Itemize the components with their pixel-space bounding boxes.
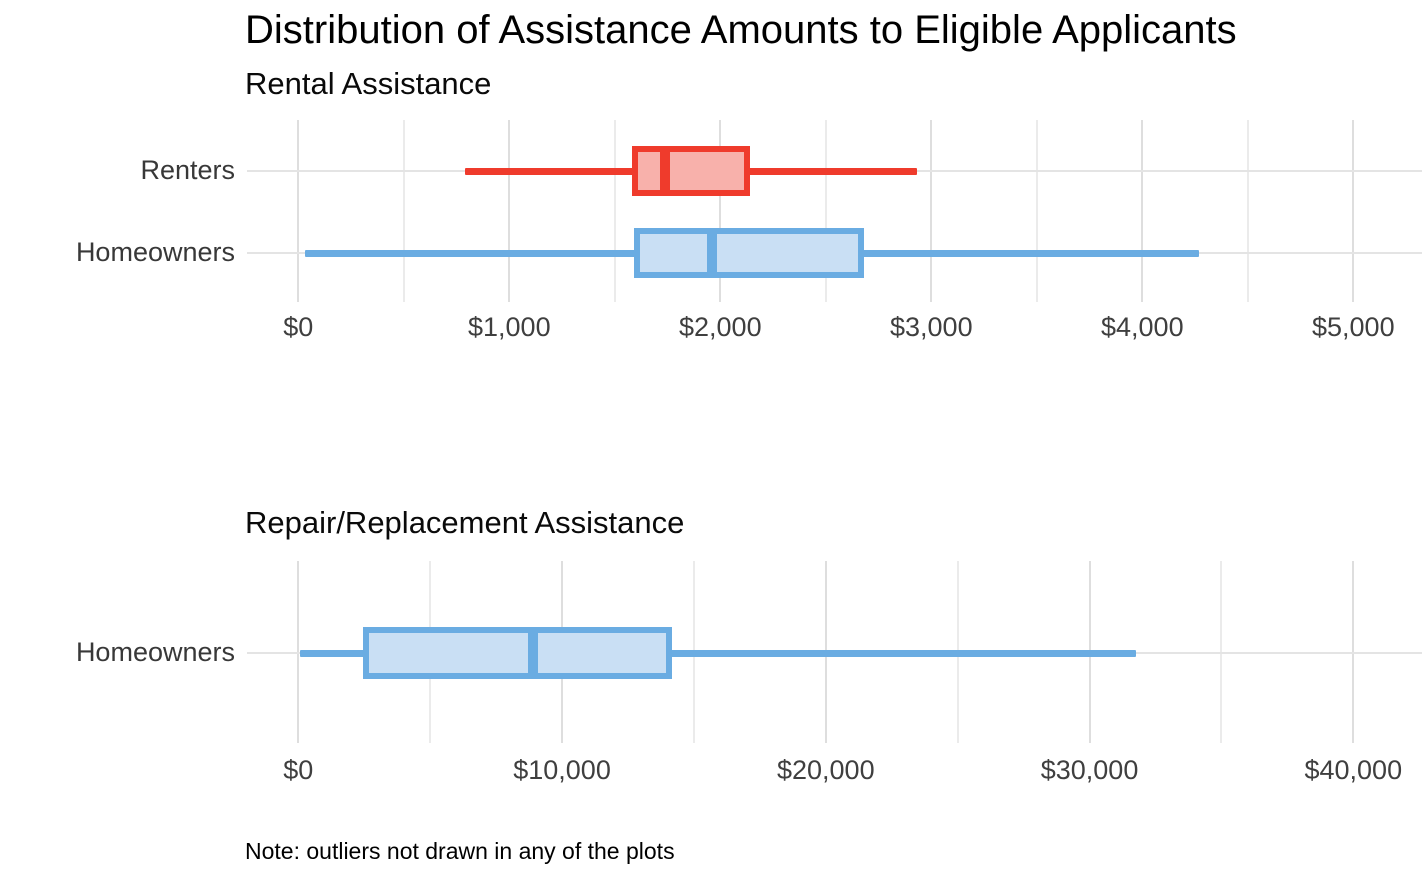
minor-gridline bbox=[1035, 120, 1038, 302]
minor-gridline bbox=[613, 120, 616, 302]
median-line bbox=[660, 146, 671, 196]
major-gridline bbox=[297, 120, 300, 302]
chart-subtitle-repair: Repair/Replacement Assistance bbox=[245, 505, 685, 540]
major-gridline bbox=[719, 120, 722, 302]
major-gridline bbox=[930, 120, 933, 302]
y-category-label: Homeowners bbox=[75, 637, 235, 667]
median-line bbox=[527, 627, 538, 679]
major-gridline bbox=[1352, 120, 1355, 302]
iqr-box bbox=[633, 228, 864, 278]
major-gridline bbox=[1141, 120, 1144, 302]
y-category-label: Renters bbox=[140, 155, 235, 185]
chart-subtitle-rental: Rental Assistance bbox=[245, 66, 492, 101]
major-gridline bbox=[508, 120, 511, 302]
whisker bbox=[299, 649, 1137, 657]
x-tick-label: $30,000 bbox=[1040, 755, 1139, 785]
minor-gridline bbox=[824, 120, 827, 302]
iqr-box bbox=[363, 627, 673, 679]
x-tick-label: $4,000 bbox=[1101, 312, 1184, 342]
plot-panel-rental bbox=[247, 120, 1422, 302]
x-tick-label: $1,000 bbox=[468, 312, 551, 342]
plot-panel-repair bbox=[247, 561, 1422, 743]
minor-gridline bbox=[402, 120, 405, 302]
x-tick-label: $3,000 bbox=[890, 312, 973, 342]
x-tick-label: $20,000 bbox=[776, 755, 875, 785]
footnote: Note: outliers not drawn in any of the p… bbox=[245, 838, 675, 864]
figure-title: Distribution of Assistance Amounts to El… bbox=[245, 8, 1237, 52]
x-tick-label: $2,000 bbox=[679, 312, 762, 342]
x-tick-label: $0 bbox=[283, 755, 314, 785]
x-tick-label: $40,000 bbox=[1304, 755, 1403, 785]
x-tick-label: $0 bbox=[283, 312, 314, 342]
median-line bbox=[706, 228, 717, 278]
minor-gridline bbox=[1246, 120, 1249, 302]
x-tick-label: $10,000 bbox=[513, 755, 611, 785]
iqr-box bbox=[631, 146, 750, 196]
x-tick-label: $5,000 bbox=[1312, 312, 1395, 342]
y-category-label: Homeowners bbox=[75, 237, 235, 267]
